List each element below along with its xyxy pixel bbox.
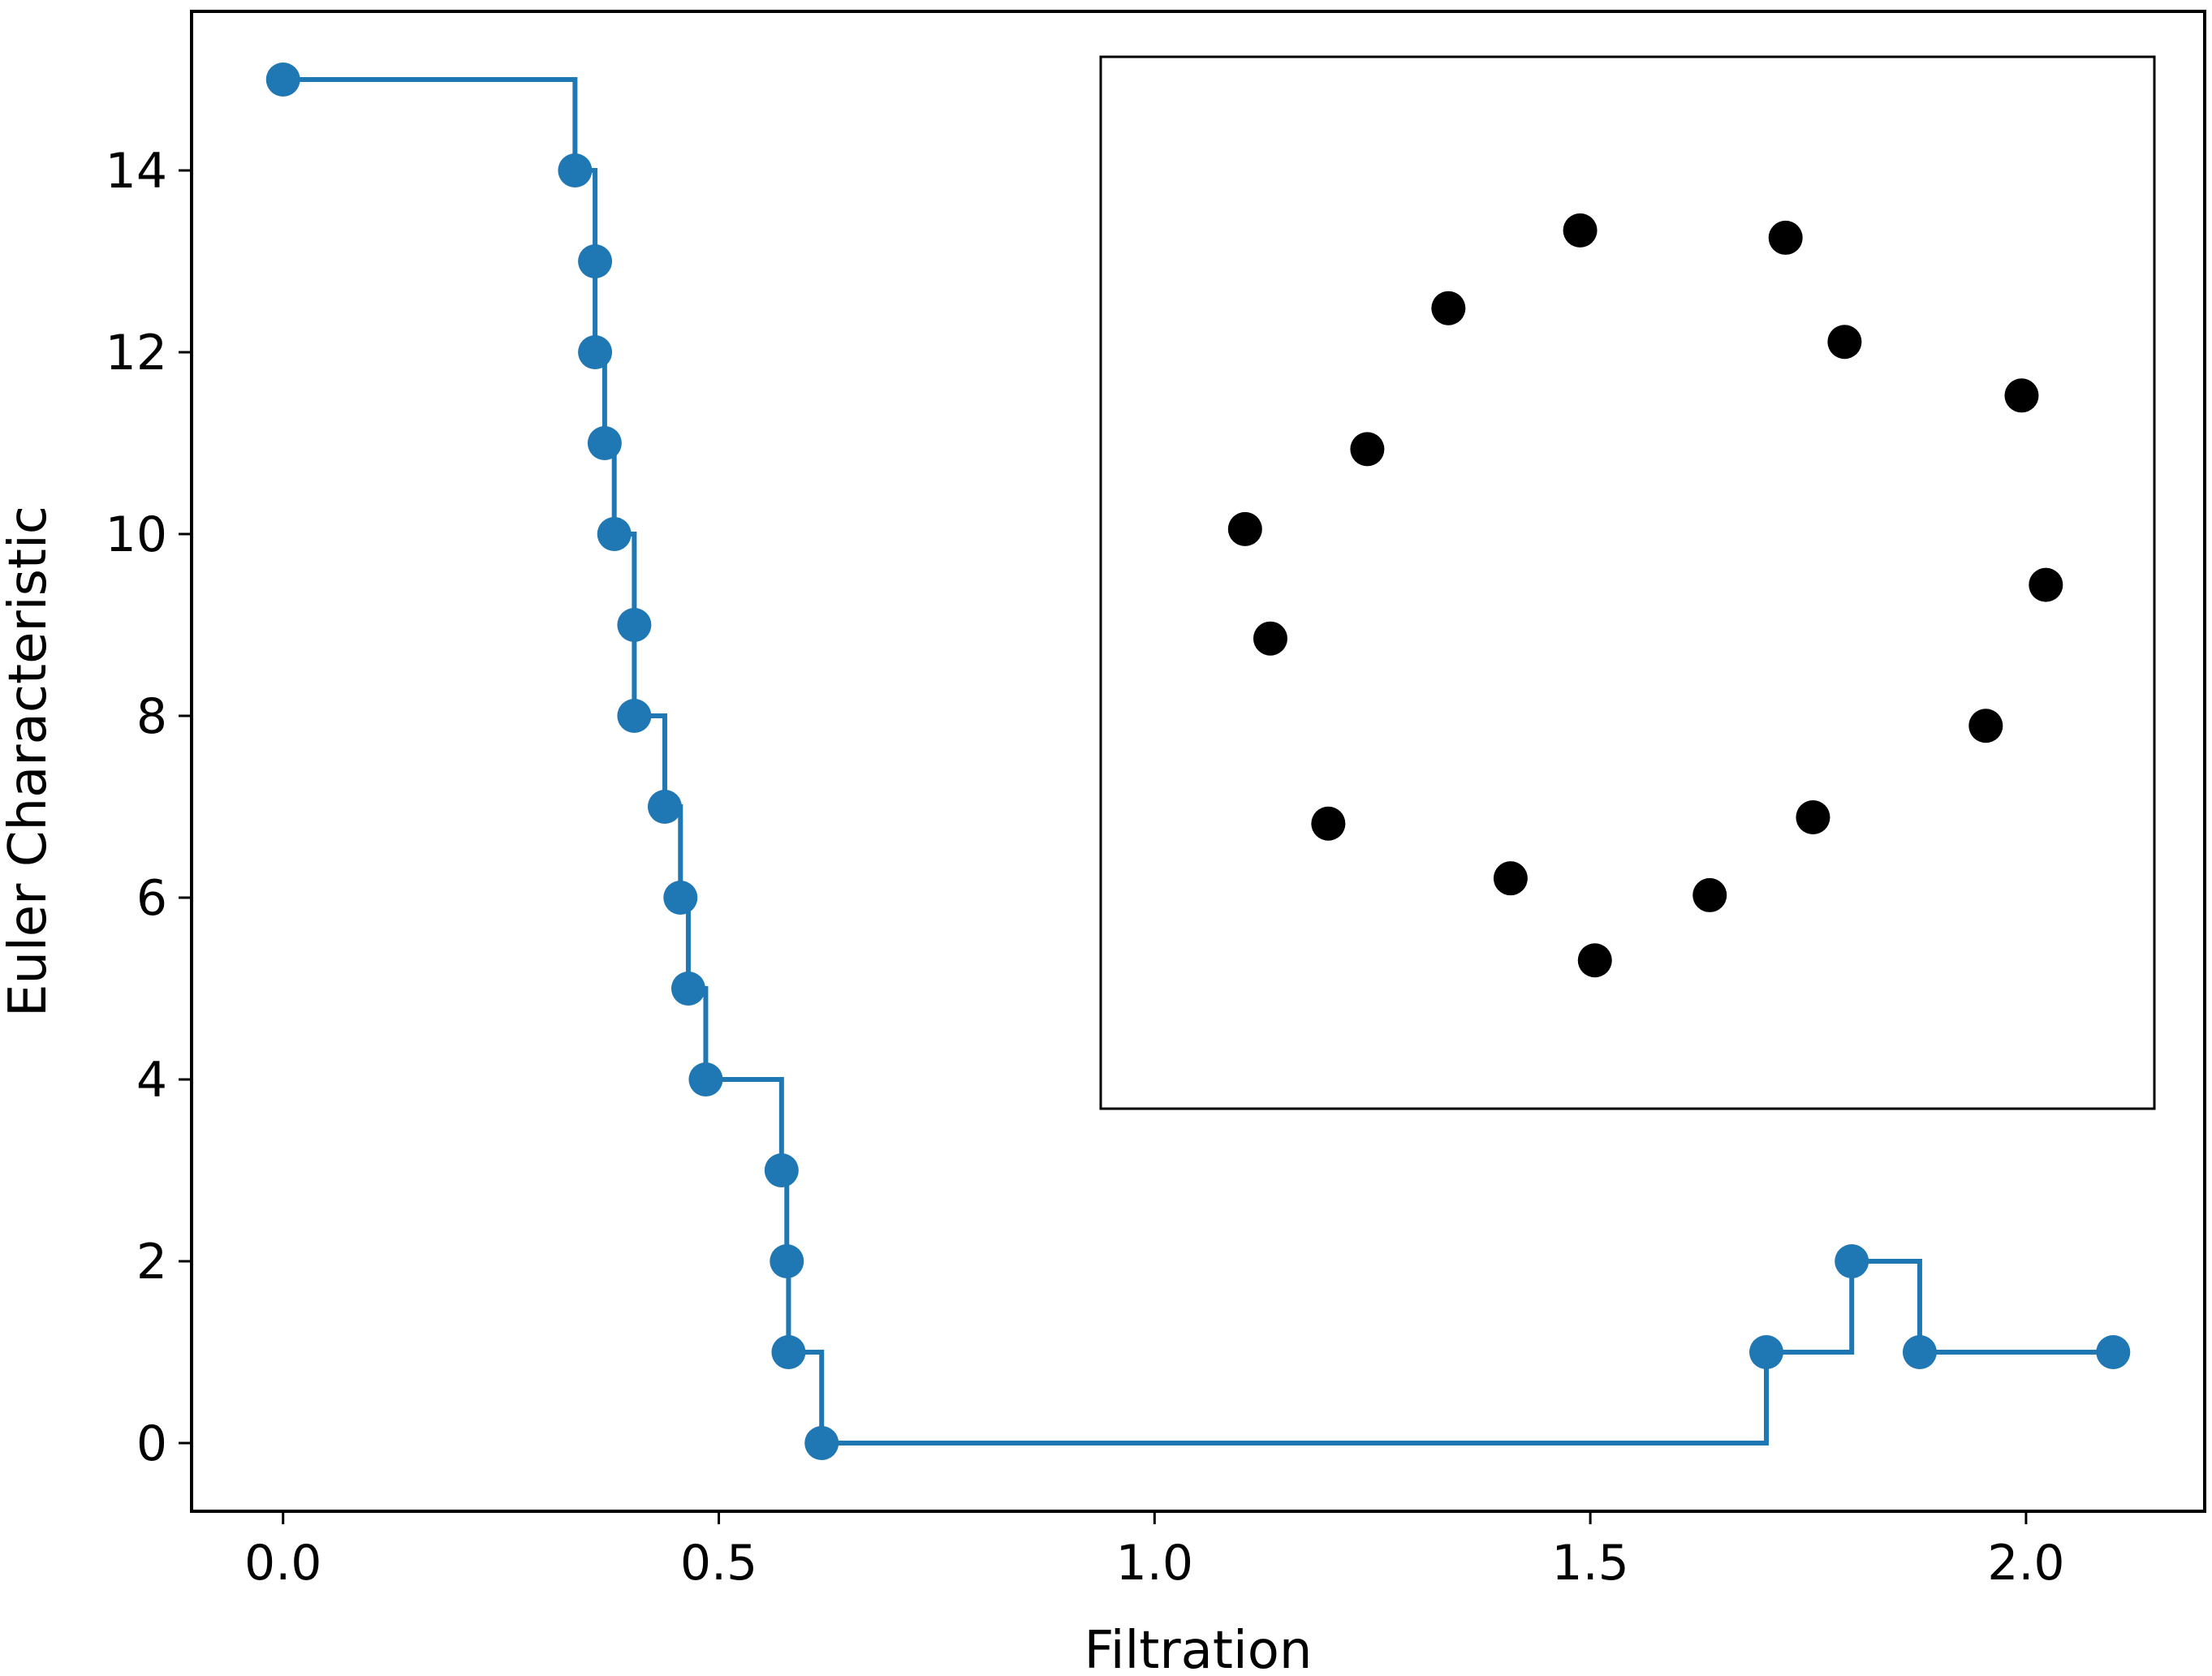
y-tick-label: 2 — [136, 1234, 167, 1290]
euler-data-point — [558, 153, 593, 187]
x-tick-label: 1.0 — [1116, 1535, 1193, 1592]
euler-step-points — [265, 62, 2131, 1460]
inset-point-cloud — [1099, 55, 2156, 1110]
inset-point — [1227, 511, 1262, 546]
y-axis-label: Euler Characteristic — [0, 506, 58, 1017]
inset-point — [1563, 213, 1598, 248]
y-tick-label: 6 — [136, 870, 167, 927]
inset-point — [1768, 220, 1803, 255]
x-axis-label: Filtration — [1084, 1621, 1313, 1676]
euler-data-point — [771, 1335, 806, 1369]
euler-data-point — [597, 517, 632, 551]
euler-data-point — [764, 1153, 799, 1187]
y-axis-ticks: 0 2 4 6 8 10 12 14 — [106, 143, 192, 1472]
inset-point — [1493, 861, 1528, 896]
euler-data-point — [617, 608, 652, 642]
euler-data-point — [265, 62, 300, 97]
euler-data-point — [647, 790, 682, 824]
x-tick-label: 1.5 — [1551, 1535, 1628, 1592]
y-tick-label: 8 — [136, 688, 167, 745]
euler-data-point — [670, 972, 705, 1006]
inset-frame — [1099, 55, 2156, 1110]
x-tick-label: 0.5 — [680, 1535, 757, 1592]
inset-point — [1796, 800, 1830, 835]
euler-data-point — [1748, 1335, 1783, 1369]
y-tick-label: 12 — [106, 325, 167, 381]
euler-data-point — [1902, 1335, 1937, 1369]
inset-point — [1350, 432, 1385, 467]
y-tick-label: 10 — [106, 506, 167, 563]
x-tick-label: 0.0 — [244, 1535, 321, 1592]
euler-data-point — [2096, 1335, 2131, 1369]
inset-point — [1577, 943, 1612, 978]
euler-data-point — [617, 699, 652, 733]
inset-point — [1692, 877, 1727, 912]
inset-point — [1827, 325, 1862, 360]
inset-point — [1311, 806, 1346, 841]
y-tick-label: 0 — [136, 1415, 167, 1472]
inset-point — [1431, 291, 1466, 325]
y-tick-label: 14 — [106, 143, 167, 200]
euler-data-point — [1835, 1244, 1869, 1278]
inset-point — [2004, 378, 2039, 413]
euler-data-point — [578, 244, 613, 278]
euler-data-point — [578, 335, 613, 369]
euler-data-point — [587, 426, 622, 460]
euler-data-point — [688, 1062, 723, 1097]
euler-data-point — [770, 1244, 804, 1278]
inset-points — [1227, 213, 2063, 978]
inset-point — [1253, 621, 1287, 656]
x-tick-label: 2.0 — [1987, 1535, 2064, 1592]
euler-data-point — [804, 1426, 839, 1460]
inset-point — [1968, 709, 2003, 743]
inset-point — [2029, 567, 2063, 602]
euler-data-point — [663, 881, 698, 915]
x-axis-ticks: 0.0 0.5 1.0 1.5 2.0 — [244, 1511, 2065, 1592]
y-tick-label: 4 — [136, 1052, 167, 1109]
